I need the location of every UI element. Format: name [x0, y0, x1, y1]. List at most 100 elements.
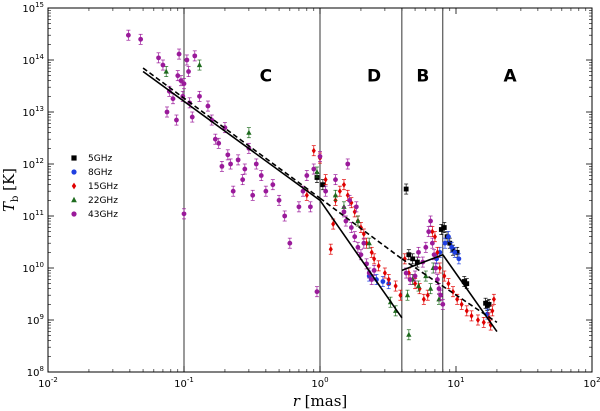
data-point — [475, 316, 480, 324]
data-point — [230, 188, 236, 194]
data-point — [410, 256, 416, 262]
legend-marker — [71, 211, 77, 217]
data-point — [461, 279, 467, 284]
data-point — [347, 197, 352, 203]
legend-label: 22GHz — [88, 196, 118, 206]
region-label: D — [367, 67, 381, 87]
region-boundaries — [183, 8, 444, 372]
data-point — [425, 292, 430, 299]
data-point — [450, 247, 456, 253]
y-tick-label: 1012 — [22, 157, 44, 171]
data-point — [464, 307, 469, 314]
data-point — [192, 53, 198, 59]
data-point — [423, 273, 429, 279]
data-point — [393, 282, 398, 290]
data-point — [225, 152, 231, 158]
y-tick-label: 1014 — [22, 53, 44, 67]
x-tick-label: 100 — [311, 376, 328, 390]
data-point — [421, 296, 426, 303]
data-point — [435, 249, 440, 256]
data-point — [242, 166, 248, 172]
data-point — [253, 161, 259, 167]
data-point — [406, 331, 412, 337]
data-point — [333, 177, 338, 183]
data-point — [355, 244, 361, 250]
data-point — [402, 255, 407, 262]
data-point — [433, 265, 439, 271]
data-point — [216, 140, 222, 146]
data-point — [429, 240, 435, 246]
data-point — [361, 230, 366, 238]
data-point — [442, 272, 447, 280]
data-point — [341, 181, 346, 188]
fit-line-dashed — [319, 197, 403, 260]
y-tick-label: 109 — [27, 313, 44, 327]
data-point — [125, 32, 131, 38]
y-tick-label: 1013 — [22, 105, 44, 119]
data-point — [372, 255, 377, 262]
data-point — [287, 240, 293, 246]
data-points — [125, 29, 496, 341]
legend-marker — [71, 196, 77, 203]
data-point — [486, 301, 492, 307]
data-point — [355, 218, 361, 224]
data-point — [398, 292, 403, 299]
data-point — [469, 312, 474, 320]
data-point — [446, 280, 451, 287]
data-point — [407, 277, 413, 282]
data-point — [376, 262, 381, 269]
data-point — [431, 252, 437, 258]
data-point — [341, 203, 347, 209]
data-point — [282, 213, 288, 219]
data-point — [270, 182, 276, 188]
data-point — [446, 234, 451, 240]
data-point — [371, 267, 377, 273]
region-label: B — [416, 67, 429, 87]
y-tick-label: 108 — [27, 365, 44, 379]
data-point — [403, 186, 409, 192]
data-point — [337, 188, 342, 195]
data-point — [189, 114, 195, 120]
data-point — [228, 161, 233, 167]
data-point — [361, 240, 367, 246]
data-point — [449, 244, 455, 250]
data-point — [181, 211, 187, 217]
axis-ticks: 10-2 10-1 100 101 102 108 109 1010 1011 1012 1013 1… — [22, 1, 600, 390]
legend-label: 43GHz — [88, 210, 118, 220]
series-5ghz — [314, 172, 492, 311]
data-point — [175, 73, 181, 79]
data-point — [438, 227, 444, 232]
data-point — [403, 270, 409, 276]
x-tick-label: 101 — [447, 376, 464, 390]
data-point — [332, 192, 339, 198]
data-point — [311, 166, 317, 172]
data-point — [160, 62, 166, 68]
data-point — [212, 136, 218, 142]
data-point — [196, 62, 203, 68]
data-point — [308, 204, 313, 210]
region-label: C — [260, 67, 272, 87]
data-point — [490, 307, 495, 314]
data-point — [205, 103, 211, 109]
data-point — [178, 78, 184, 84]
data-point — [459, 301, 464, 308]
fit-line-dashed — [401, 258, 498, 324]
data-point — [414, 259, 420, 265]
data-point — [240, 177, 246, 183]
data-point — [416, 249, 421, 255]
legend-label: 15GHz — [88, 182, 118, 192]
data-point — [304, 192, 309, 199]
data-point — [170, 96, 176, 102]
data-point — [304, 173, 310, 178]
data-point — [235, 157, 241, 163]
data-point — [184, 57, 190, 63]
data-point — [438, 292, 443, 298]
legend-label: 8GHz — [88, 168, 112, 178]
data-point — [406, 269, 411, 277]
data-point — [343, 218, 349, 224]
legend-marker — [71, 182, 77, 190]
data-point — [447, 240, 453, 246]
data-point — [440, 301, 446, 307]
